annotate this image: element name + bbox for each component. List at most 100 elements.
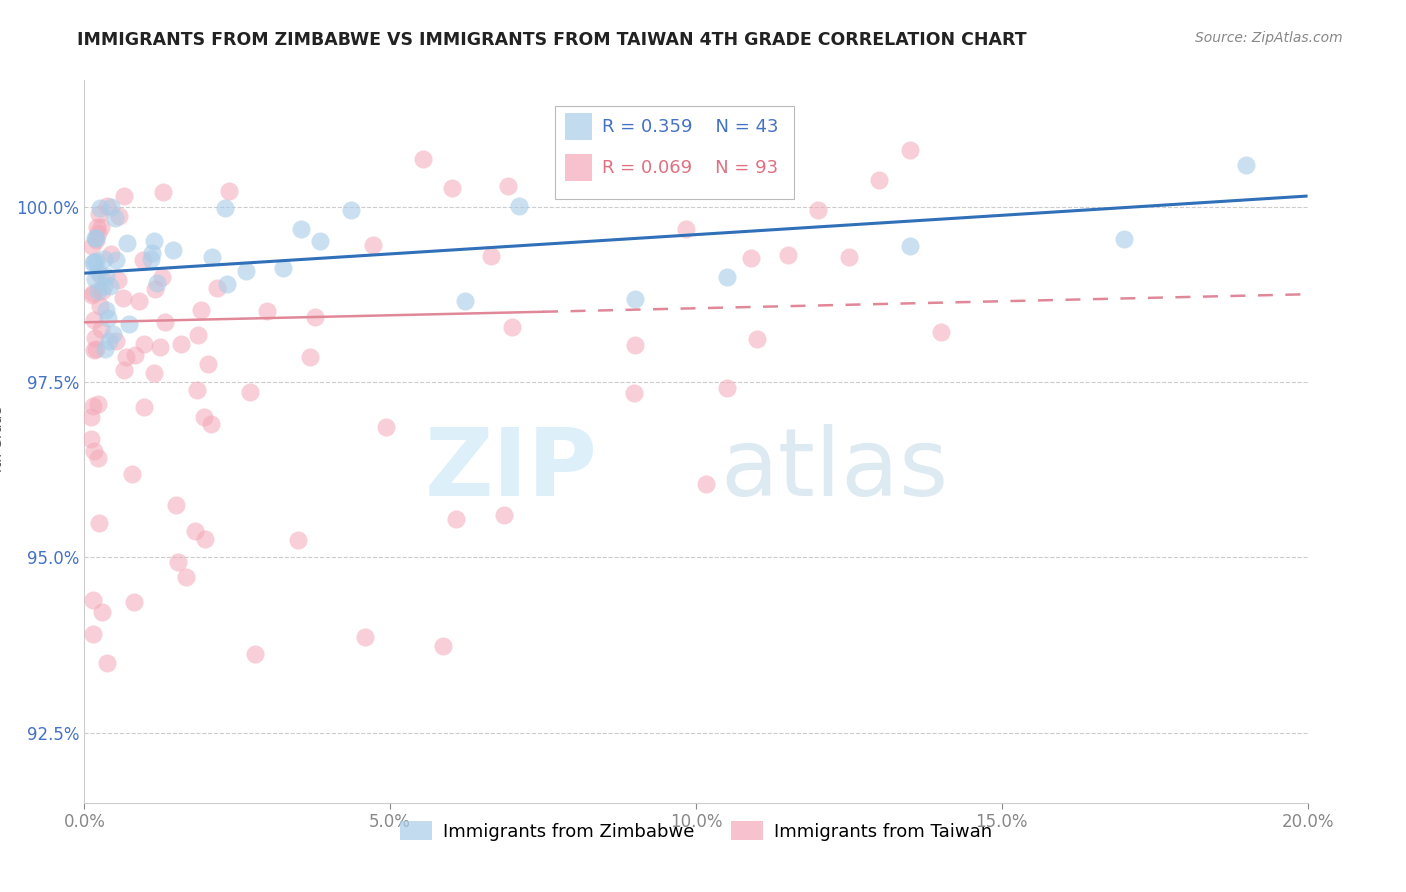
Point <box>502 320 524 334</box>
Point <box>82 255 104 269</box>
Point <box>239 384 262 399</box>
Bar <box>565 112 592 140</box>
Point <box>83 313 105 327</box>
Point <box>214 202 236 216</box>
Point <box>132 400 155 414</box>
Point <box>82 593 104 607</box>
Point <box>740 251 762 265</box>
Point <box>245 647 267 661</box>
Point <box>166 555 188 569</box>
Point <box>122 595 145 609</box>
Text: ZIP: ZIP <box>425 425 598 516</box>
Point <box>100 200 122 214</box>
Text: atlas: atlas <box>720 425 949 516</box>
Point <box>82 627 104 641</box>
Point <box>898 239 921 253</box>
Point <box>200 417 222 432</box>
Point <box>132 337 155 351</box>
Point <box>494 508 516 522</box>
Point <box>89 201 111 215</box>
Point <box>432 640 454 654</box>
Point <box>361 238 384 252</box>
Point <box>287 533 309 547</box>
Point <box>112 291 135 305</box>
Point <box>93 279 115 293</box>
Bar <box>565 154 592 181</box>
Point <box>146 276 169 290</box>
Point <box>118 317 141 331</box>
Point <box>87 397 110 411</box>
Point <box>112 189 135 203</box>
Point <box>139 252 162 266</box>
Point <box>94 303 117 318</box>
Point <box>89 207 111 221</box>
Point <box>150 269 173 284</box>
Point <box>84 331 107 345</box>
Point <box>929 325 952 339</box>
Point <box>256 304 278 318</box>
Point <box>87 226 110 240</box>
Point <box>86 219 108 234</box>
Legend: Immigrants from Zimbabwe, Immigrants from Taiwan: Immigrants from Zimbabwe, Immigrants fro… <box>392 814 1000 848</box>
Point <box>1236 158 1258 172</box>
Point <box>83 343 105 358</box>
Point <box>89 299 111 313</box>
Point <box>197 358 219 372</box>
Point <box>82 399 104 413</box>
Point <box>235 264 257 278</box>
Point <box>84 254 107 268</box>
Point <box>440 180 463 194</box>
Point <box>90 322 112 336</box>
Point <box>215 277 238 291</box>
Point <box>94 342 117 356</box>
Point <box>354 630 377 644</box>
Point <box>444 512 467 526</box>
Point <box>121 467 143 481</box>
Point <box>82 286 104 301</box>
Point <box>97 334 120 349</box>
Text: R = 0.359    N = 43: R = 0.359 N = 43 <box>602 118 779 136</box>
Point <box>869 172 891 186</box>
Point <box>190 303 212 318</box>
Point <box>776 248 799 262</box>
Point <box>96 656 118 670</box>
Point <box>194 532 217 546</box>
Point <box>340 202 363 217</box>
Text: IMMIGRANTS FROM ZIMBABWE VS IMMIGRANTS FROM TAIWAN 4TH GRADE CORRELATION CHART: IMMIGRANTS FROM ZIMBABWE VS IMMIGRANTS F… <box>77 31 1026 49</box>
Point <box>454 294 477 309</box>
Point <box>498 178 520 193</box>
Point <box>675 222 697 236</box>
Point <box>107 209 129 223</box>
Point <box>184 524 207 538</box>
Point <box>115 351 138 365</box>
Point <box>83 444 105 458</box>
Point <box>1114 231 1136 245</box>
Point <box>624 338 647 352</box>
Point <box>716 270 738 285</box>
Point <box>143 234 166 248</box>
Point <box>103 211 125 226</box>
Point <box>153 315 176 329</box>
Point <box>84 231 107 245</box>
Point <box>101 326 124 341</box>
Point <box>290 222 312 236</box>
Point <box>186 384 208 398</box>
Point <box>91 284 114 298</box>
Point <box>82 239 104 253</box>
Point <box>174 570 197 584</box>
Point <box>838 250 860 264</box>
Point <box>90 269 112 284</box>
Point <box>142 366 165 380</box>
Point <box>80 432 103 446</box>
Point <box>807 203 830 218</box>
Point <box>695 476 717 491</box>
Text: R = 0.069    N = 93: R = 0.069 N = 93 <box>602 159 778 177</box>
Point <box>112 363 135 377</box>
Point <box>716 381 738 395</box>
Point <box>107 273 129 287</box>
Point <box>83 272 105 286</box>
Point <box>149 340 172 354</box>
Point <box>87 451 110 466</box>
Point <box>128 294 150 309</box>
Point <box>84 233 107 247</box>
